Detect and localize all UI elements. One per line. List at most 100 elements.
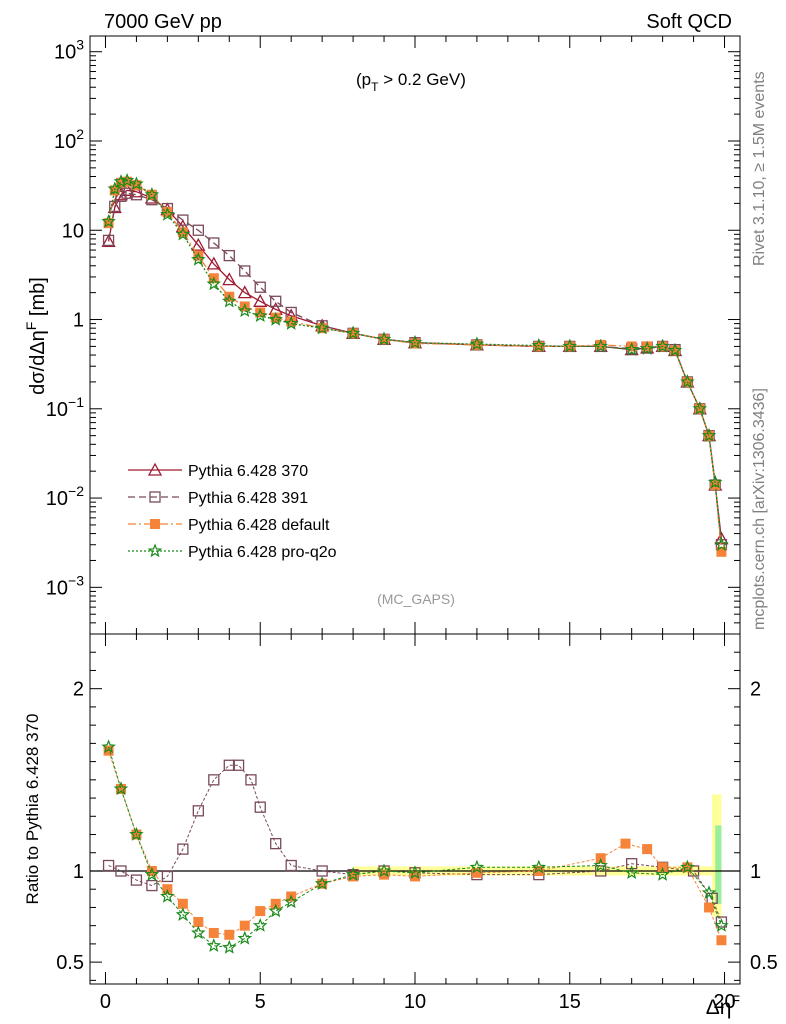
ratio-data-point xyxy=(175,907,191,921)
x-tick-label: 5 xyxy=(255,991,266,1013)
ratio-data-point xyxy=(222,939,237,954)
main-data-point xyxy=(593,338,608,353)
ratio-series-2 xyxy=(101,739,729,954)
ratio-data-point xyxy=(376,863,392,878)
main-y-tick-label: 102 xyxy=(54,126,84,153)
ratio-data-point xyxy=(237,930,253,945)
main-data-point xyxy=(314,320,330,335)
ratio-data-point xyxy=(101,739,116,754)
ratio-data-point xyxy=(115,783,126,794)
main-data-point xyxy=(531,337,547,352)
main-data-point xyxy=(129,184,144,198)
ratio-data-point xyxy=(701,885,717,900)
legend-marker xyxy=(147,462,163,476)
ratio-data-point xyxy=(223,759,235,771)
main-y-tick-label: 10−2 xyxy=(46,483,84,510)
legend-label: Pythia 6.428 370 xyxy=(188,463,308,480)
ratio-data-point xyxy=(239,920,250,931)
ratio-data-point xyxy=(410,871,420,882)
ratio-data-point xyxy=(533,865,544,876)
main-data-point xyxy=(208,237,220,249)
main-y-axis-label-sup: F xyxy=(23,322,39,331)
header-right: Soft QCD xyxy=(646,11,732,33)
ratio-data-point xyxy=(255,906,266,917)
main-data-point xyxy=(670,345,680,356)
ratio-y-tick-label-right: 0.5 xyxy=(750,952,778,974)
ratio-plot-frame xyxy=(89,633,741,985)
main-data-point xyxy=(120,182,135,196)
ratio-data-point xyxy=(130,874,143,886)
main-data-point xyxy=(101,234,116,248)
ratio-data-point xyxy=(595,865,607,877)
main-data-point xyxy=(109,200,121,213)
ratio-data-point xyxy=(626,858,638,870)
main-data-point xyxy=(317,323,328,334)
ratio-data-point xyxy=(655,866,670,881)
main-y-tick-label: 1 xyxy=(73,310,84,332)
main-data-point xyxy=(222,293,237,308)
main-data-point xyxy=(286,316,297,327)
main-data-point xyxy=(533,341,544,352)
main-data-point xyxy=(177,214,189,226)
main-data-point xyxy=(175,226,191,241)
ratio-data-point xyxy=(314,876,330,890)
ratio-data-point xyxy=(144,866,160,881)
ratio-data-point xyxy=(115,865,127,877)
ratio-data-point xyxy=(348,871,359,882)
main-data-point xyxy=(639,341,655,355)
main-data-point xyxy=(115,177,126,188)
legend-label: Pythia 6.428 391 xyxy=(188,490,308,507)
ratio-data-point xyxy=(285,859,297,872)
ratio-data-point xyxy=(379,869,390,880)
main-data-point xyxy=(701,428,717,442)
main-data-point xyxy=(129,176,144,191)
x-tick-label: 15 xyxy=(559,991,581,1013)
main-data-point xyxy=(206,276,222,291)
main-data-point xyxy=(253,293,268,307)
ratio-series-line xyxy=(108,746,722,949)
main-data-point xyxy=(268,311,283,326)
rivet-side-text: Rivet 3.1.10, ≥ 1.5M events xyxy=(751,71,768,266)
main-data-point xyxy=(160,206,175,221)
main-data-point xyxy=(642,341,653,352)
ratio-band-inner-edge xyxy=(715,825,722,904)
main-data-point xyxy=(113,174,129,188)
main-data-point xyxy=(162,207,173,218)
ratio-data-point xyxy=(715,916,728,928)
ratio-data-point xyxy=(345,866,361,881)
main-data-point xyxy=(206,256,221,270)
main-y-tick-label-base: 10 xyxy=(46,488,68,510)
main-data-point xyxy=(121,187,133,199)
ratio-y-axis-label: Ratio to Pythia 6.428 370 xyxy=(23,714,42,905)
main-data-point xyxy=(191,237,206,251)
ratio-data-point xyxy=(252,918,268,932)
main-y-tick-label-exp: −3 xyxy=(68,572,84,588)
main-data-point xyxy=(192,224,204,236)
ratio-data-point xyxy=(407,865,423,880)
x-tick-label: 0 xyxy=(100,991,111,1013)
ratio-data-point xyxy=(232,759,245,771)
main-y-tick-label-exp: 3 xyxy=(76,37,84,53)
main-data-point xyxy=(410,338,420,349)
ratio-y-tick-label: 0.5 xyxy=(56,952,84,974)
ratio-data-point xyxy=(129,826,144,841)
ratio-series-0 xyxy=(102,759,728,928)
main-data-point xyxy=(714,537,729,551)
main-data-point xyxy=(704,430,715,441)
header-left: 7000 GeV pp xyxy=(104,11,222,33)
main-data-point xyxy=(471,339,482,350)
main-data-point xyxy=(562,338,578,353)
ratio-data-point xyxy=(531,859,547,874)
legend-label: Pythia 6.428 default xyxy=(188,517,330,534)
ratio-data-point xyxy=(270,837,282,850)
main-data-point xyxy=(348,328,359,339)
main-data-point xyxy=(345,325,361,340)
ratio-data-point xyxy=(103,745,114,756)
main-y-tick-label-exp: −1 xyxy=(68,394,84,410)
legend-item: Pythia 6.428 pro-q2o xyxy=(128,543,337,561)
ratio-data-point xyxy=(620,838,631,849)
pt-cut-annotation: (pT > 0.2 GeV) xyxy=(356,70,466,94)
main-y-tick-label-base: 10 xyxy=(46,577,68,599)
